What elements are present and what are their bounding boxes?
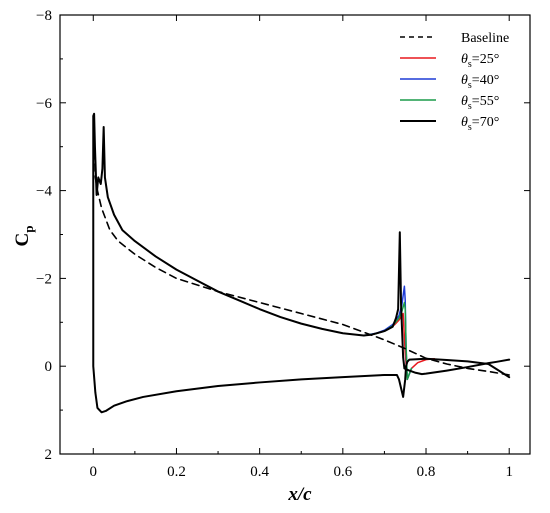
x-tick-label: 0.6 <box>333 464 352 480</box>
x-tick-label: 0.2 <box>167 464 186 480</box>
x-axis-title: x/c <box>287 484 312 505</box>
y-axis-title: Cp <box>12 226 36 247</box>
y-tick-label: −4 <box>36 184 52 200</box>
y-axis-title-main: C <box>12 233 33 247</box>
y-tick-label: −8 <box>36 8 52 24</box>
y-tick-label: −6 <box>36 96 52 112</box>
legend-label-baseline: Baseline <box>461 31 509 46</box>
series-line-4 <box>92 112 511 414</box>
legend-label-theta55: θs=55° <box>461 94 499 112</box>
x-tick-label: 0.8 <box>417 464 436 480</box>
legend-label-theta40: θs=40° <box>461 73 499 91</box>
x-tick-label: 1 <box>505 464 513 480</box>
series-line-0 <box>92 115 511 376</box>
series-layer <box>92 112 511 414</box>
axis-ticks: 0 0.2 0.4 0.6 0.8 1 −8 −6 −4 −2 0 2 <box>36 8 530 480</box>
x-tick-label: 0 <box>90 464 98 480</box>
plot-frame <box>59 14 531 455</box>
y-tick-label: 0 <box>45 359 53 375</box>
y-tick-label: −2 <box>36 271 52 287</box>
y-axis-title-sub: p <box>21 226 36 233</box>
legend: Baseline θs=25° θs=40° θs=55° θs=70° <box>400 31 509 133</box>
legend-label-theta25: θs=25° <box>461 52 499 70</box>
x-tick-label: 0.4 <box>250 464 269 480</box>
legend-label-theta70: θs=70° <box>461 115 499 133</box>
y-tick-label: 2 <box>45 447 53 463</box>
